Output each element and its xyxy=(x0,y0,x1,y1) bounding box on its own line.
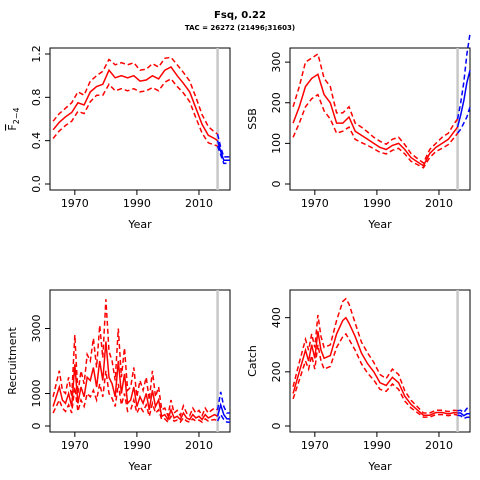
fbar-ytick-label: 0.0 xyxy=(30,175,43,193)
recruitment-estimate-line xyxy=(52,341,218,422)
catch-plot-frame xyxy=(289,289,471,433)
ssb-estimate-lower-ci xyxy=(292,93,459,169)
fbar-forecast-line xyxy=(216,140,230,161)
recruitment-ytick-label: 3000 xyxy=(30,315,43,343)
recruitment-ytick-label: 0 xyxy=(30,423,43,430)
recruitment-panel: 1970 1990 2010 0 1000 3000 Year Recruitment xyxy=(6,289,231,473)
fbar-x-axis-label: Year xyxy=(127,218,152,231)
catch-forecast-line xyxy=(457,412,470,417)
fbar-estimate-lower-ci xyxy=(52,77,218,147)
recruitment-plot-frame xyxy=(49,289,231,433)
fbar-estimate-line xyxy=(52,66,219,142)
ssb-forecast-line xyxy=(456,70,471,128)
ssb-xtick-label: 1990 xyxy=(363,197,391,210)
ssb-forecast-lower-ci xyxy=(457,106,471,134)
catch-ytick-label: 0 xyxy=(270,423,283,430)
fbar-y-axis-label: F2−4 xyxy=(6,107,21,130)
catch-xtick-label: 1990 xyxy=(363,439,391,452)
ssb-xtick-label: 1970 xyxy=(301,197,329,210)
ssb-ytick-label: 100 xyxy=(270,133,283,154)
catch-estimate-line xyxy=(292,316,458,416)
ssb-estimate-line xyxy=(292,73,459,167)
ssb-forecast-upper-ci xyxy=(456,33,471,120)
catch-xtick-label: 1970 xyxy=(301,439,329,452)
fbar-forecast-lower-ci xyxy=(216,145,230,165)
recruitment-forecast-upper-ci xyxy=(216,391,230,414)
fbar-ytick-label: 1.2 xyxy=(30,45,43,63)
catch-estimate-lower-ci xyxy=(292,332,458,418)
recruitment-forecast-line xyxy=(216,402,230,420)
fbar-xtick-label: 2010 xyxy=(185,197,213,210)
figure-subtitle: TAC = 26272 (21496;31603) xyxy=(184,24,296,32)
catch-xtick-label: 2010 xyxy=(425,439,453,452)
fbar-plot-frame xyxy=(49,47,231,191)
recruitment-estimate-upper-ci xyxy=(52,299,218,419)
catch-forecast-upper-ci xyxy=(457,407,470,414)
ssb-ytick-label: 200 xyxy=(270,92,283,113)
ssb-estimate-upper-ci xyxy=(292,52,459,165)
recruitment-x-axis-label: Year xyxy=(127,460,152,473)
fbar-panel: 1970 1990 2010 0.0 0.4 0.8 1.2 Year F2−4 xyxy=(6,45,231,231)
ssb-plot-frame xyxy=(289,47,471,191)
catch-x-axis-label: Year xyxy=(367,460,392,473)
catch-y-axis-label: Catch xyxy=(246,345,259,377)
fbar-forecast-upper-ci xyxy=(216,134,230,158)
recruitment-xtick-label: 1970 xyxy=(61,439,89,452)
fbar-ytick-label: 0.4 xyxy=(30,132,43,150)
catch-ytick-label: 400 xyxy=(270,307,283,328)
catch-forecast-lower-ci xyxy=(457,414,470,420)
recruitment-estimate-lower-ci xyxy=(52,370,218,424)
recruitment-ytick-label: 1000 xyxy=(30,380,43,408)
recruitment-xtick-label: 1990 xyxy=(123,439,151,452)
recruitment-xtick-label: 2010 xyxy=(185,439,213,452)
ssb-y-axis-label: SSB xyxy=(246,108,259,130)
fbar-ytick-label: 0.8 xyxy=(30,89,43,107)
ssb-panel: 1970 1990 2010 0 100 200 300 Year SSB xyxy=(246,33,471,231)
ssb-ytick-label: 300 xyxy=(270,52,283,73)
catch-panel: 1970 1990 2010 0 200 400 Year Catch xyxy=(246,289,471,473)
fbar-xtick-label: 1990 xyxy=(123,197,151,210)
figure-title: Fsq, 0.22 xyxy=(214,10,266,21)
ssb-xtick-label: 2010 xyxy=(425,197,453,210)
recruitment-y-axis-label: Recruitment xyxy=(6,327,19,395)
recruitment-forecast-lower-ci xyxy=(216,413,230,423)
ssb-ytick-label: 0 xyxy=(270,181,283,188)
ssb-x-axis-label: Year xyxy=(367,218,392,231)
catch-ytick-label: 200 xyxy=(270,361,283,382)
fbar-estimate-upper-ci xyxy=(52,56,219,135)
catch-estimate-upper-ci xyxy=(292,297,458,414)
fbar-xtick-label: 1970 xyxy=(61,197,89,210)
